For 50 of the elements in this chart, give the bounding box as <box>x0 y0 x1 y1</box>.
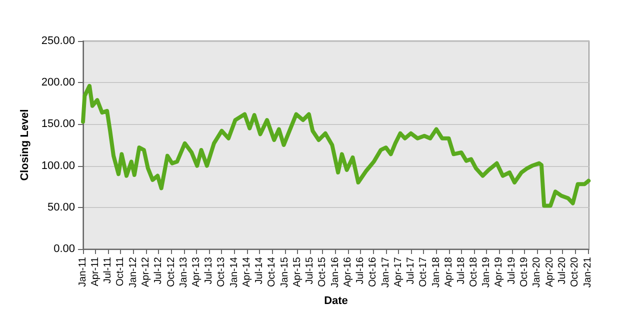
x-tick-label: Apr-14 <box>241 256 252 288</box>
x-tick-label: Jan-12 <box>128 256 139 288</box>
x-tick-label: Jan-19 <box>481 256 492 288</box>
y-tick-label: 250.00 <box>41 35 75 47</box>
x-tick-label: Jan-16 <box>330 256 341 288</box>
x-tick-label: Apr-20 <box>544 256 556 288</box>
x-tick-label: Jul-15 <box>304 256 316 284</box>
x-tick-label: Apr-17 <box>392 256 404 288</box>
x-tick-label: Jul-20 <box>556 256 568 284</box>
x-tick-label: Oct-12 <box>166 256 177 288</box>
x-tick-label: Apr-15 <box>292 256 303 288</box>
x-tick-label: Apr-19 <box>494 256 505 288</box>
x-tick-label: Apr-11 <box>90 256 101 286</box>
x-tick-label: Apr-12 <box>140 256 152 288</box>
x-tick-label: Oct-11 <box>115 256 126 286</box>
x-tick-label: Oct-20 <box>570 256 581 288</box>
x-tick-label: Jan-14 <box>228 256 240 288</box>
x-tick-label: Jul-16 <box>354 256 366 284</box>
x-tick-label: Jul-12 <box>153 256 164 284</box>
x-tick-label: Jul-19 <box>506 256 518 284</box>
x-tick-label: Jan-20 <box>532 256 543 288</box>
x-tick-label: Oct-15 <box>317 256 328 288</box>
x-tick-label: Oct-14 <box>266 256 278 288</box>
y-tick-label: 100.00 <box>41 160 75 172</box>
x-tick-label: Oct-16 <box>368 256 379 288</box>
x-tick-label: Apr-18 <box>443 256 454 288</box>
x-tick-label: Jan-13 <box>178 256 190 288</box>
x-tick-label: Apr-13 <box>190 256 202 288</box>
y-tick-label: 200.00 <box>41 76 75 89</box>
x-tick-label: Oct-13 <box>216 256 228 288</box>
y-axis-title: Closing Level <box>18 109 31 181</box>
x-tick-label: Jul-14 <box>254 256 265 284</box>
x-tick-label: Jan-15 <box>279 256 290 288</box>
x-tick-label: Apr-16 <box>342 256 354 288</box>
x-tick-label: Jan-11 <box>78 256 88 287</box>
x-tick-label: Jul-18 <box>456 256 467 284</box>
y-tick-label: 50.00 <box>47 201 75 214</box>
y-tick-label: 150.00 <box>41 118 75 130</box>
x-tick-label: Jan-18 <box>430 256 442 288</box>
x-axis-title: Date <box>324 294 348 307</box>
x-tick-label: Jul-11 <box>102 256 114 284</box>
x-tick-label: Jul-17 <box>405 256 416 284</box>
x-tick-label: Jan-17 <box>380 256 392 288</box>
x-tick-label: Jul-13 <box>204 256 215 284</box>
line-series <box>81 84 591 208</box>
x-tick-label: Oct-19 <box>518 256 530 288</box>
x-tick-label: Jan-21 <box>582 256 594 288</box>
x-tick-label: Oct-17 <box>418 256 430 288</box>
y-tick-label: 0.00 <box>54 243 75 255</box>
x-tick-label: Oct-18 <box>468 256 480 288</box>
